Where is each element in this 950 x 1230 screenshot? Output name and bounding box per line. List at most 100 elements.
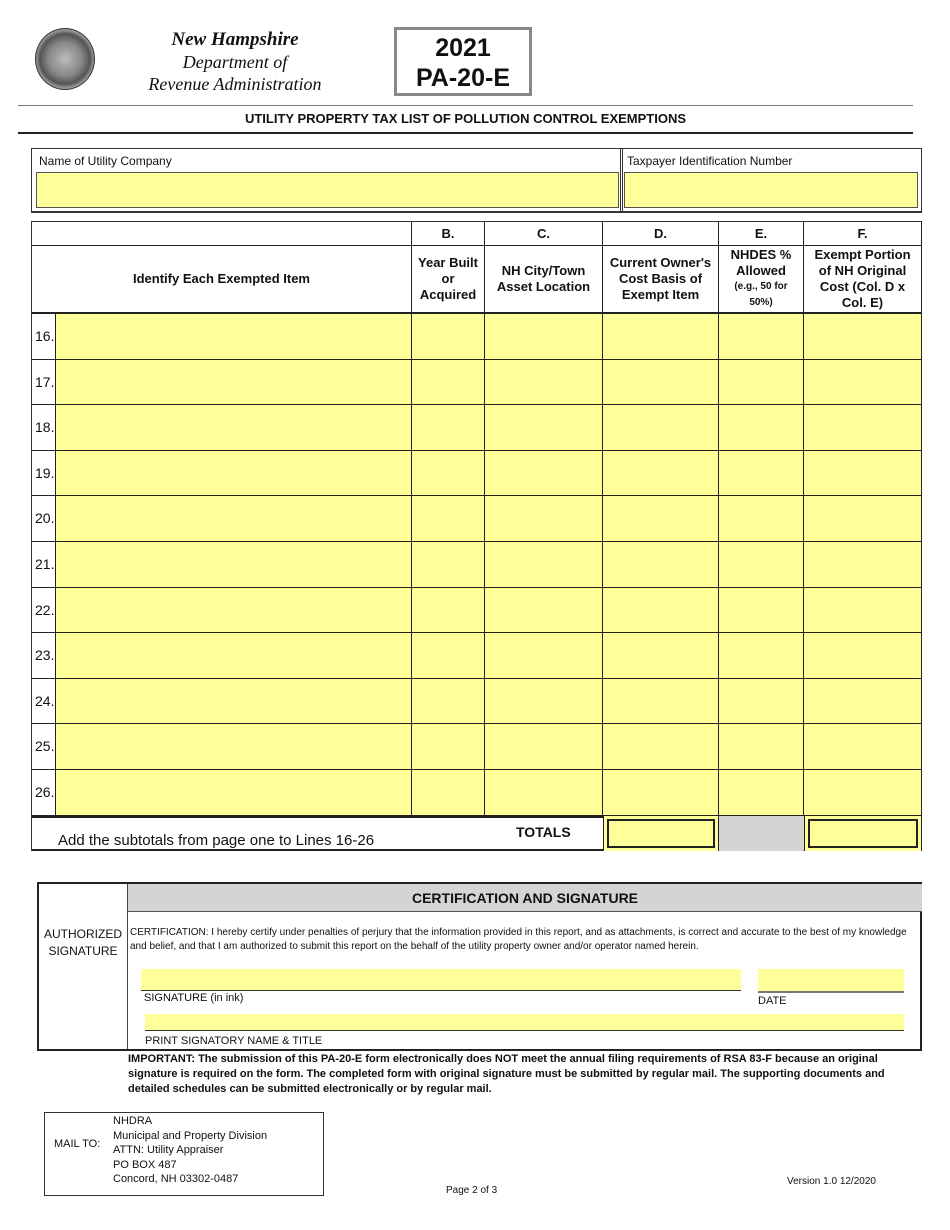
version: Version 1.0 12/2020	[787, 1176, 876, 1187]
company-box: Name of Utility Company Taxpayer Identif…	[31, 148, 922, 213]
col-header-text: Identify Each Exempted Item	[133, 271, 310, 286]
row-17-input[interactable]	[56, 359, 412, 406]
row-number: 24.	[32, 678, 56, 725]
row-25-input[interactable]	[804, 724, 922, 770]
row-16-input[interactable]	[603, 314, 719, 360]
date-input[interactable]	[758, 969, 904, 993]
row-17-input[interactable]	[603, 359, 719, 406]
row-16-input[interactable]	[719, 314, 804, 360]
row-20-input[interactable]	[603, 496, 719, 542]
row-21-input[interactable]	[804, 542, 922, 588]
row-23-input[interactable]	[804, 633, 922, 679]
total-cost-basis-input[interactable]	[607, 818, 715, 848]
row-21-input[interactable]	[56, 542, 412, 588]
row-16-input[interactable]	[804, 314, 922, 360]
authorized-signature-label: AUTHORIZED SIGNATURE	[44, 927, 122, 958]
row-22-input[interactable]	[804, 587, 922, 634]
row-22-input[interactable]	[412, 587, 485, 634]
row-24-input[interactable]	[485, 678, 603, 725]
row-18-input[interactable]	[603, 405, 719, 451]
row-24-input[interactable]	[804, 678, 922, 725]
form-id-box: 2021 PA-20-E	[394, 27, 532, 96]
col-letter: C.	[485, 222, 603, 246]
row-18-input[interactable]	[719, 405, 804, 451]
row-23-input[interactable]	[485, 633, 603, 679]
row-20-input[interactable]	[56, 496, 412, 542]
mail-to-label: MAIL TO:	[54, 1138, 101, 1150]
col-header: Exempt Portion of NH Original Cost (Col.…	[804, 246, 922, 314]
row-25-input[interactable]	[603, 724, 719, 770]
row-23-input[interactable]	[412, 633, 485, 679]
print-name-input[interactable]	[145, 1014, 904, 1031]
row-22-input[interactable]	[719, 587, 804, 634]
row-18-input[interactable]	[412, 405, 485, 451]
row-25-input[interactable]	[412, 724, 485, 770]
row-16-input[interactable]	[485, 314, 603, 360]
col-letter: B.	[412, 222, 485, 246]
row-20-input[interactable]	[485, 496, 603, 542]
row-22-input[interactable]	[485, 587, 603, 634]
row-17-input[interactable]	[485, 359, 603, 406]
row-23-input[interactable]	[719, 633, 804, 679]
row-19-input[interactable]	[412, 450, 485, 497]
row-19-input[interactable]	[56, 450, 412, 497]
row-26-input[interactable]	[719, 770, 804, 816]
col-letter: E.	[719, 222, 804, 246]
row-26-input[interactable]	[56, 770, 412, 816]
row-16-input[interactable]	[412, 314, 485, 360]
row-26-input[interactable]	[603, 770, 719, 816]
row-20-input[interactable]	[719, 496, 804, 542]
row-21-input[interactable]	[603, 542, 719, 588]
row-23-input[interactable]	[603, 633, 719, 679]
row-number: 21.	[32, 542, 56, 588]
divider	[127, 884, 128, 1049]
row-20-input[interactable]	[804, 496, 922, 542]
mail-line: PO BOX 487	[113, 1158, 177, 1171]
row-18-input[interactable]	[804, 405, 922, 451]
row-17-input[interactable]	[804, 359, 922, 406]
row-17-input[interactable]	[719, 359, 804, 406]
tin-input[interactable]	[624, 172, 918, 208]
row-24-input[interactable]	[56, 678, 412, 725]
row-number: 26.	[32, 770, 56, 816]
row-19-input[interactable]	[804, 450, 922, 497]
row-25-input[interactable]	[56, 724, 412, 770]
row-23-input[interactable]	[56, 633, 412, 679]
col-header-text: NH City/Town Asset Location	[496, 263, 591, 294]
mail-line: Concord, NH 03302-0487	[113, 1173, 239, 1185]
row-19-input[interactable]	[719, 450, 804, 497]
row-21-input[interactable]	[485, 542, 603, 588]
total-e-disabled	[719, 815, 804, 851]
col-header: Current Owner's Cost Basis of Exempt Ite…	[603, 246, 719, 314]
row-18-input[interactable]	[56, 405, 412, 451]
row-26-input[interactable]	[804, 770, 922, 816]
row-24-input[interactable]	[603, 678, 719, 725]
row-21-input[interactable]	[412, 542, 485, 588]
total-exempt-portion-input[interactable]	[808, 818, 918, 848]
row-20-input[interactable]	[412, 496, 485, 542]
row-22-input[interactable]	[603, 587, 719, 634]
signature-input[interactable]	[141, 969, 741, 991]
row-24-input[interactable]	[412, 678, 485, 725]
company-name-input[interactable]	[36, 172, 619, 208]
row-24-input[interactable]	[719, 678, 804, 725]
row-22-input[interactable]	[56, 587, 412, 634]
row-19-input[interactable]	[603, 450, 719, 497]
row-26-input[interactable]	[485, 770, 603, 816]
row-25-input[interactable]	[719, 724, 804, 770]
row-26-input[interactable]	[412, 770, 485, 816]
row-19-input[interactable]	[485, 450, 603, 497]
row-21-input[interactable]	[719, 542, 804, 588]
page-title: UTILITY PROPERTY TAX LIST OF POLLUTION C…	[244, 111, 687, 126]
row-17-input[interactable]	[412, 359, 485, 406]
row-25-input[interactable]	[485, 724, 603, 770]
col-header: NHDES % Allowed (e.g., 50 for 50%)	[719, 246, 804, 314]
row-number: 16.	[32, 314, 56, 360]
certification-text: CERTIFICATION: I hereby certify under pe…	[130, 927, 907, 952]
row-16-input[interactable]	[56, 314, 412, 360]
row-18-input[interactable]	[485, 405, 603, 451]
divider	[18, 105, 913, 106]
agency-line3: Revenue Administration	[148, 74, 322, 94]
col-header-text: Exempt Portion of NH Original Cost (Col.…	[814, 247, 911, 310]
